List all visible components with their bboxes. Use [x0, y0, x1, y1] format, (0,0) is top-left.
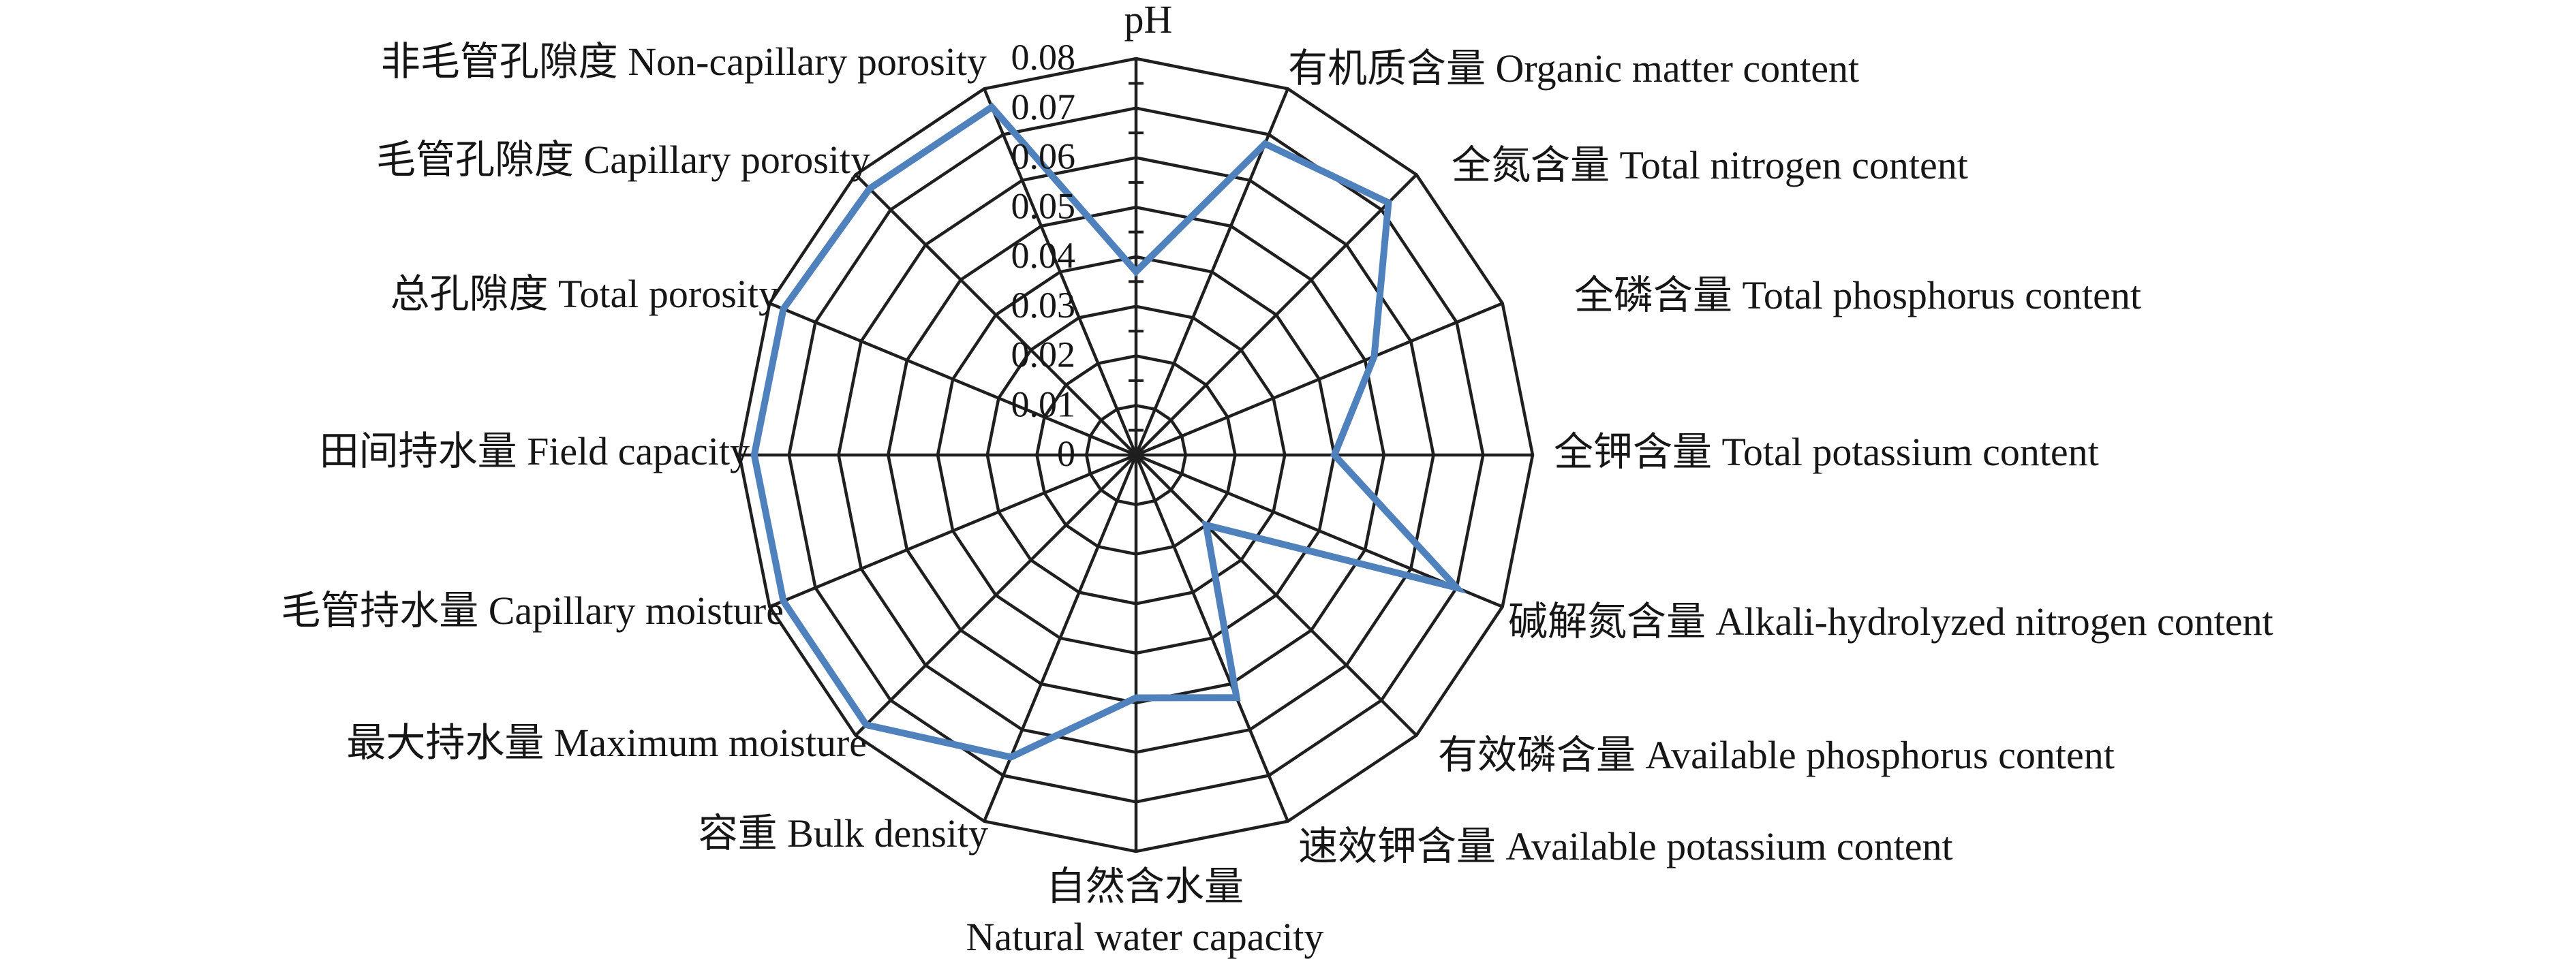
axis-label: 有机质含量 Organic matter content: [1288, 46, 1859, 91]
grid-spoke: [1135, 454, 1418, 737]
axis-label: 容重 Bulk density: [699, 811, 988, 856]
tick-label: 0.08: [1011, 37, 1076, 78]
axis-label: 全磷含量 Total phosphorus content: [1574, 273, 2141, 317]
grid-spoke: [769, 302, 1137, 457]
axis-label: 全钾含量 Total potassium content: [1554, 430, 2099, 474]
axis-label: 自然含水量 Natural water capacity: [966, 864, 1324, 959]
axis-label: 有效磷含量 Available phosphorus content: [1438, 733, 2115, 777]
grid-spoke: [854, 454, 1137, 737]
axis-label: 碱解氮含量 Alkali-hydrolyzed nitrogen content: [1508, 599, 2273, 644]
axis-label: 总孔隙度 Total porosity: [390, 272, 778, 316]
grid-spoke: [1134, 454, 1289, 822]
axis-label: 速效钾含量 Available potassium content: [1298, 824, 1953, 868]
tick-label: 0.03: [1011, 285, 1076, 326]
axis-label: 全氮含量 Total nitrogen content: [1452, 143, 1968, 187]
axis-label: 毛管持水量 Capillary moisture: [281, 589, 784, 633]
tick-label: 0.01: [1011, 383, 1076, 424]
tick-label: 0: [1057, 433, 1075, 474]
tick-label: 0.05: [1011, 185, 1076, 226]
tick-label: 0.02: [1011, 334, 1076, 375]
grid-spoke: [854, 173, 1137, 456]
grid-spoke: [1135, 302, 1503, 457]
axis-label: 毛管孔隙度 Capillary porosity: [376, 138, 870, 182]
axis-label: 非毛管孔隙度 Non-capillary porosity: [381, 40, 987, 84]
tick-label: 0.07: [1011, 87, 1076, 127]
tick-label: 0.06: [1011, 136, 1076, 177]
grid-spoke: [1135, 173, 1418, 456]
grid-spoke: [983, 88, 1138, 456]
tick-label: 0.04: [1011, 235, 1076, 276]
data-polygon: [750, 102, 1467, 761]
axis-label: 田间持水量 Field capacity: [320, 429, 750, 473]
axis-label: 最大持水量 Maximum moisture: [346, 721, 867, 765]
grid-spoke: [769, 453, 1137, 608]
axis-label: pH: [1124, 0, 1173, 42]
